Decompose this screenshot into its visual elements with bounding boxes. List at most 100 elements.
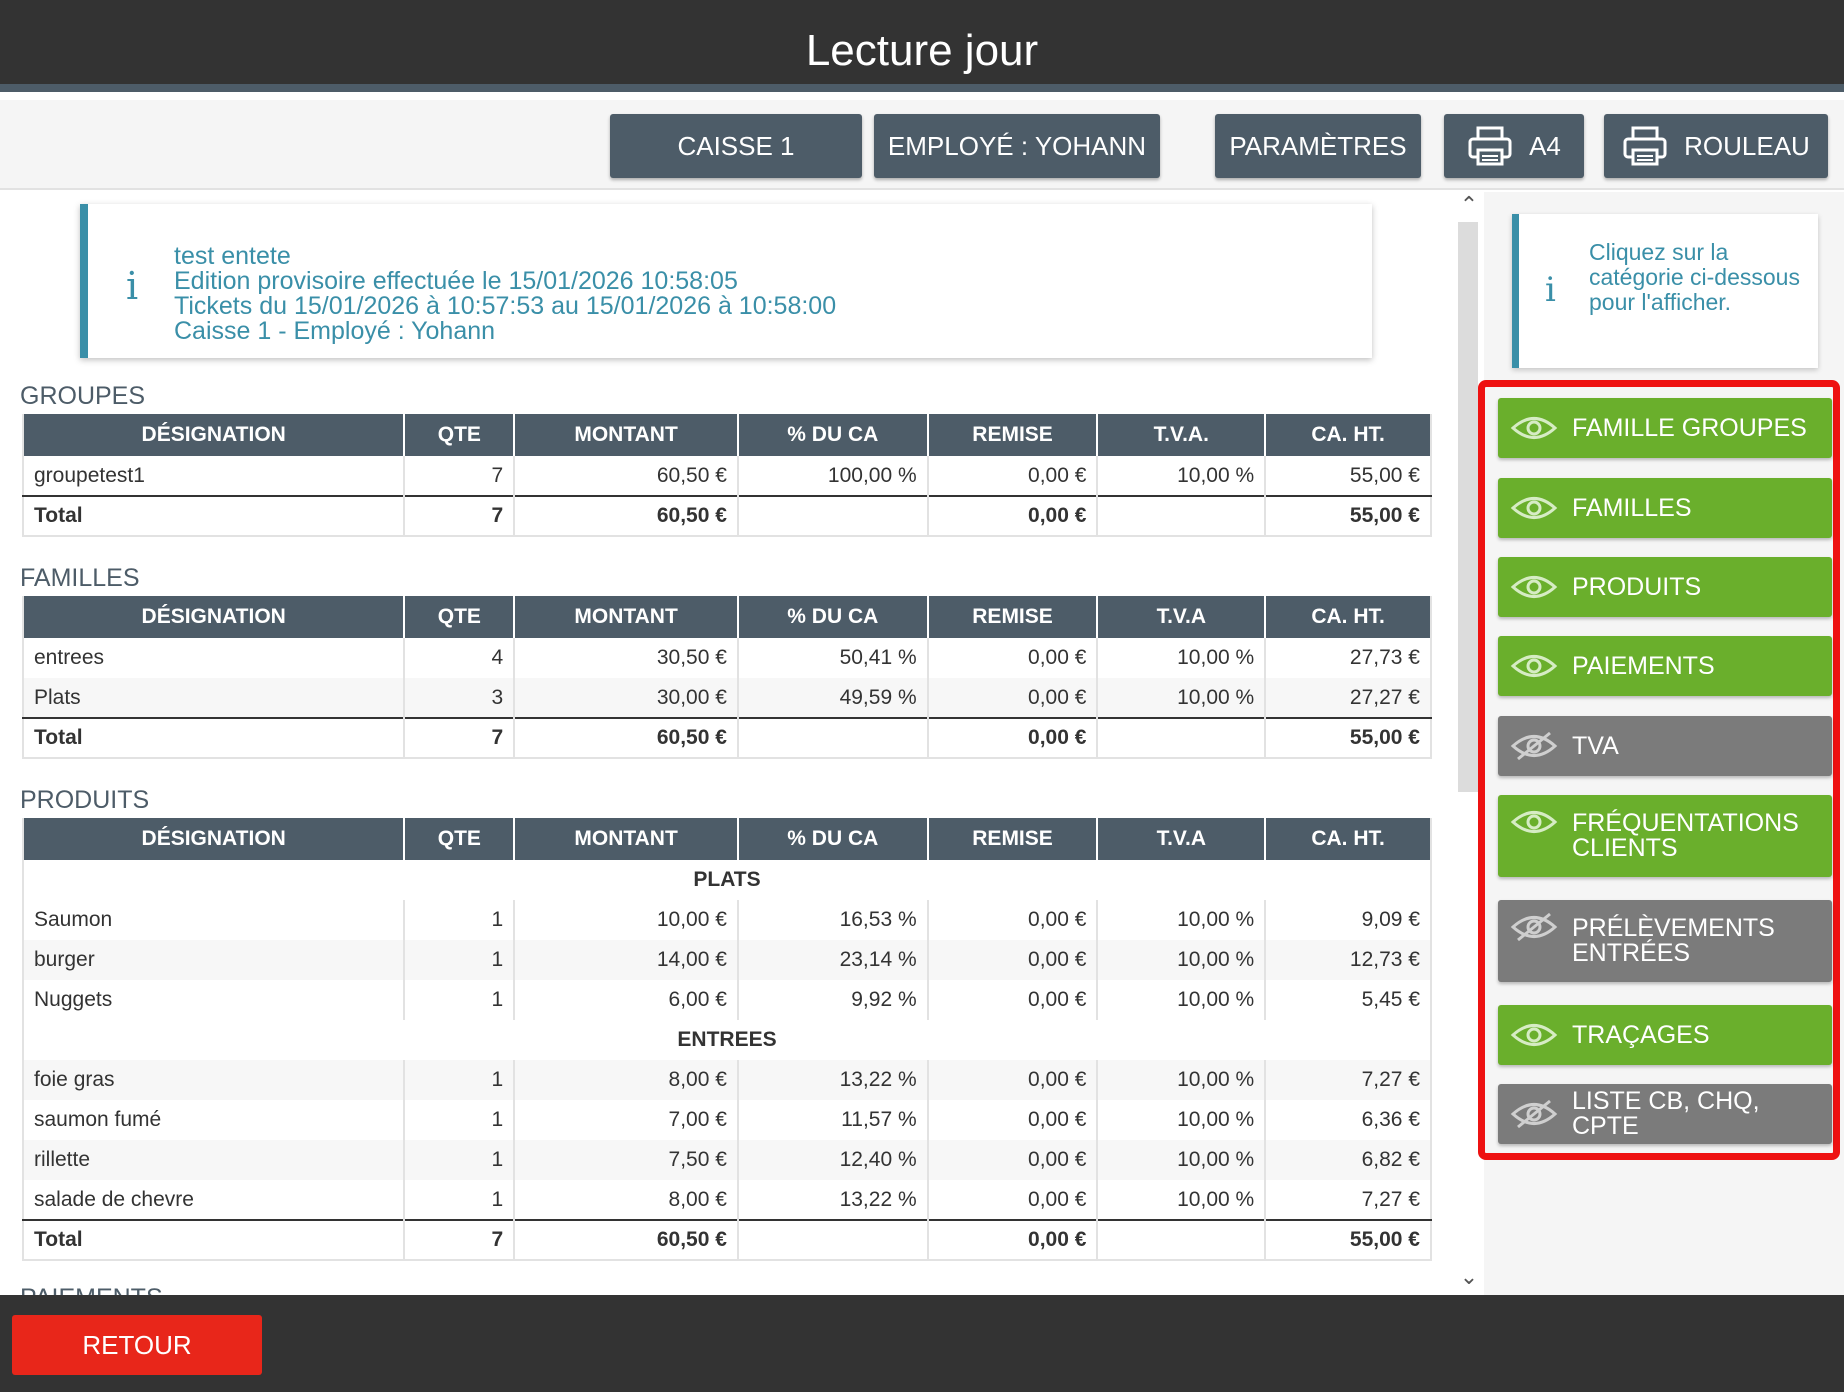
cell-designation: rillette xyxy=(23,1140,406,1180)
col-pct-ca: % DU CA xyxy=(737,414,929,456)
cell-remise: 0,00 € xyxy=(927,678,1099,718)
cell-ca-ht: 27,73 € xyxy=(1349,646,1420,669)
cell-qte: 7 xyxy=(404,1219,516,1261)
eye-icon xyxy=(1510,811,1558,833)
cell-pct-ca xyxy=(737,1219,929,1261)
group-label: PLATS xyxy=(693,868,761,891)
info-icon: i xyxy=(1545,270,1556,310)
table-row: foie gras 1 8,00 € 13,22 % 0,00 € 10,00 … xyxy=(23,1060,1431,1100)
eye-icon xyxy=(1510,497,1558,519)
cell-pct-ca: 12,40 % xyxy=(737,1140,929,1180)
cell-designation: Nuggets xyxy=(23,980,406,1020)
category-label: FRÉQUENTATIONS CLIENTS xyxy=(1572,809,1799,862)
report-header-info: i test entete Edition provisoire effectu… xyxy=(80,204,1372,358)
info-icon: i xyxy=(126,264,139,308)
col-montant: MONTANT xyxy=(514,414,739,456)
col-montant: MONTANT xyxy=(514,596,739,638)
cell-designation: Total xyxy=(23,717,406,759)
eye-icon xyxy=(1510,576,1558,598)
group-label: ENTREES xyxy=(677,1028,777,1051)
category-tracages-button[interactable]: TRAÇAGES xyxy=(1498,1005,1832,1065)
category-liste-cb-button[interactable]: LISTE CB, CHQ, CPTE xyxy=(1498,1084,1832,1144)
table-row: Nuggets 1 6,00 € 9,92 % 0,00 € 10,00 % 5… xyxy=(23,980,1431,1020)
cell-remise: 0,00 € xyxy=(927,456,1099,496)
cell-montant: 7,50 € xyxy=(514,1140,739,1180)
col-montant: MONTANT xyxy=(514,818,739,860)
produits-table: DÉSIGNATION QTE MONTANT % DU CA REMISE T… xyxy=(22,818,1432,1261)
col-remise: REMISE xyxy=(927,818,1099,860)
cell-montant: 10,00 € xyxy=(514,900,739,940)
table-row: Saumon 1 10,00 € 16,53 % 0,00 € 10,00 % … xyxy=(23,900,1431,940)
cell-pct-ca: 9,92 % xyxy=(737,980,929,1020)
total-row: Total 7 60,50 € 0,00 € 55,00 € xyxy=(23,1219,1431,1261)
cell-designation: Plats xyxy=(23,678,406,718)
cell-montant: 14,00 € xyxy=(514,940,739,980)
cell-ca-ht: 7,27 € xyxy=(1361,1187,1420,1211)
cell-montant: 60,50 € xyxy=(514,456,739,496)
cell-remise: 0,00 € xyxy=(927,980,1099,1020)
category-tva-button[interactable]: TVA xyxy=(1498,716,1832,776)
cell-qte: 1 xyxy=(404,1100,516,1140)
cell-remise: 0,00 € xyxy=(927,940,1099,980)
cell-ca-ht: 55,00 € xyxy=(1265,717,1431,759)
employee-button[interactable]: EMPLOYÉ : YOHANN xyxy=(874,114,1160,178)
info-line-caisse: Caisse 1 - Employé : Yohann xyxy=(174,317,496,345)
cell-remise: 0,00 € xyxy=(927,1219,1099,1261)
cell-tva: 10,00 % xyxy=(1097,678,1267,718)
cell-remise: 0,00 € xyxy=(927,717,1099,759)
table-row: groupetest1 7 60,50 € 100,00 % 0,00 € 10… xyxy=(23,456,1431,496)
category-label: LISTE CB, CHQ, CPTE xyxy=(1572,1087,1760,1140)
category-familles-button[interactable]: FAMILLES xyxy=(1498,478,1832,538)
cell-remise: 0,00 € xyxy=(927,638,1099,678)
print-roll-button[interactable]: ROULEAU xyxy=(1604,114,1828,178)
cell-pct-ca xyxy=(737,495,929,537)
cell-qte: 1 xyxy=(404,900,516,940)
section-title-paiements: PAIEMENTS xyxy=(20,1284,163,1295)
scroll-thumb[interactable] xyxy=(1458,222,1478,792)
print-a4-button[interactable]: A4 xyxy=(1444,114,1584,178)
col-tva: T.V.A xyxy=(1097,596,1267,638)
scroll-down-icon[interactable]: ⌄ xyxy=(1459,1264,1479,1289)
title-bar: Lecture jour xyxy=(0,0,1844,92)
category-label: FAMILLE GROUPES xyxy=(1572,413,1807,442)
cell-tva: 10,00 % xyxy=(1097,900,1267,940)
cell-designation: Total xyxy=(23,495,406,537)
print-a4-label: A4 xyxy=(1529,130,1561,161)
print-roll-label: ROULEAU xyxy=(1684,130,1810,161)
cell-montant: 7,00 € xyxy=(514,1100,739,1140)
category-paiements-button[interactable]: PAIEMENTS xyxy=(1498,636,1832,696)
cell-tva: 10,00 % xyxy=(1097,1180,1267,1220)
cell-qte: 3 xyxy=(404,678,516,718)
cell-qte: 7 xyxy=(404,495,516,537)
table-row: salade de chevre 1 8,00 € 13,22 % 0,00 €… xyxy=(23,1180,1431,1220)
category-frequentations-button[interactable]: FRÉQUENTATIONS CLIENTS xyxy=(1498,795,1832,877)
cell-qte: 7 xyxy=(404,456,516,496)
cell-tva: 10,00 % xyxy=(1097,980,1267,1020)
scroll-up-icon[interactable]: ⌃ xyxy=(1459,192,1479,217)
back-button[interactable]: RETOUR xyxy=(12,1315,262,1375)
report-pane[interactable]: i test entete Edition provisoire effectu… xyxy=(0,192,1456,1295)
cell-ca-ht: 9,09 € xyxy=(1361,908,1420,931)
col-designation: DÉSIGNATION xyxy=(23,818,406,860)
category-famille-groupes-button[interactable]: FAMILLE GROUPES xyxy=(1498,398,1832,458)
category-label: PRODUITS xyxy=(1572,572,1702,601)
group-row-entrees: ENTREES xyxy=(23,1020,1431,1060)
cell-remise: 0,00 € xyxy=(927,495,1099,537)
caisse-button[interactable]: CAISSE 1 xyxy=(610,114,862,178)
category-produits-button[interactable]: PRODUITS xyxy=(1498,557,1832,617)
col-remise: REMISE xyxy=(927,414,1099,456)
cell-designation: Saumon xyxy=(23,900,406,940)
total-row: Total 7 60,50 € 0,00 € 55,00 € xyxy=(23,495,1431,537)
col-ca-ht: CA. HT. xyxy=(1265,414,1431,456)
cell-pct-ca: 23,14 % xyxy=(737,940,929,980)
cell-remise: 0,00 € xyxy=(927,1140,1099,1180)
parameters-button[interactable]: PARAMÈTRES xyxy=(1215,114,1421,178)
cell-remise: 0,00 € xyxy=(927,1100,1099,1140)
hint-text: Cliquez sur la catégorie ci-dessous pour… xyxy=(1589,239,1800,315)
category-label: PRÉLÈVEMENTS ENTRÉES xyxy=(1572,914,1775,967)
cell-montant: 60,50 € xyxy=(514,495,739,537)
category-prelevements-button[interactable]: PRÉLÈVEMENTS ENTRÉES xyxy=(1498,900,1832,982)
cell-ca-ht: 7,27 € xyxy=(1265,1060,1431,1100)
cell-qte: 1 xyxy=(404,1140,516,1180)
cell-montant: 30,00 € xyxy=(514,678,739,718)
